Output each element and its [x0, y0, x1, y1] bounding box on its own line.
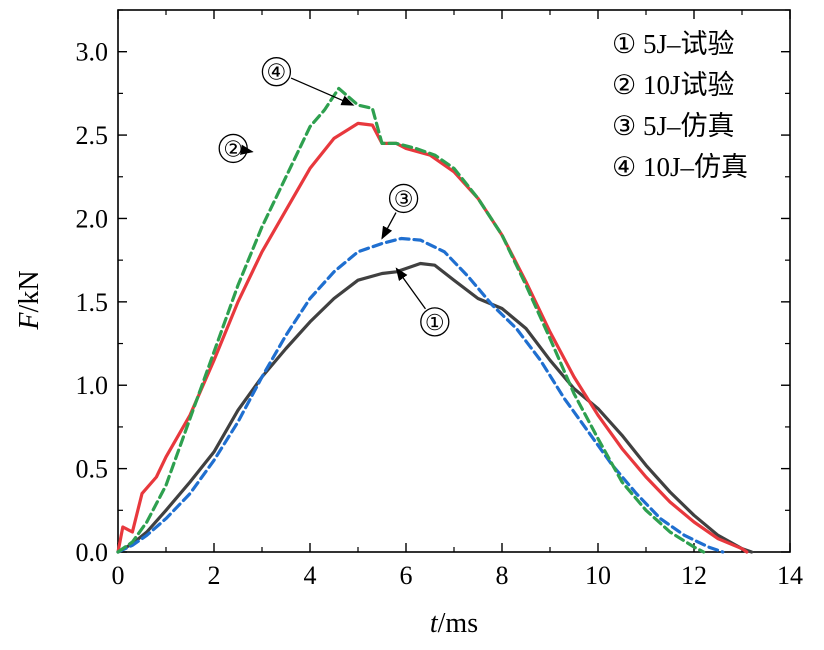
annotation-circle: [388, 183, 419, 214]
annotation-arrow: [381, 212, 397, 240]
annotations: ① ② ③ ④: [218, 57, 450, 337]
y-tick-label: 0.5: [76, 455, 109, 484]
y-tick-label: 2.5: [76, 121, 109, 150]
legend-entry-2: ② 10J试验: [612, 70, 734, 100]
series-line-1: [116, 261, 754, 554]
y-tick-labels: 0.0 0.5 1.0 1.5 2.0 2.5 3.0: [76, 38, 109, 567]
x-tick-label: 6: [400, 561, 413, 590]
y-axis-title: F/kN: [14, 270, 45, 330]
x-tick-label: 4: [304, 561, 317, 590]
y-tick-label: 3.0: [76, 38, 109, 67]
legend: ① 5J–试验 ② 10J试验 ③ 5J–仿真 ④ 10J–仿真: [612, 29, 748, 182]
legend-entry-3: ③ 5J–仿真: [612, 111, 734, 141]
legend-entry-1: ① 5J–试验: [612, 29, 734, 59]
y-axis-var: F: [14, 312, 45, 331]
x-tick-labels: 0 2 4 6 8 10 12 14: [112, 561, 804, 590]
y-tick-label: 2.0: [76, 204, 109, 233]
x-tick-label: 14: [777, 561, 803, 590]
axis-ticks: [117, 9, 791, 553]
annotation-label: ③: [394, 186, 414, 211]
series-line-2: [116, 121, 749, 554]
annotation-label: ②: [223, 136, 243, 161]
annotation-circle: [261, 57, 292, 87]
y-tick-label: 1.0: [76, 371, 109, 400]
x-tick-label: 8: [496, 561, 509, 590]
y-tick-label: 1.5: [76, 288, 109, 317]
legend-entry-4: ④ 10J–仿真: [612, 152, 748, 182]
x-axis-var: t: [430, 608, 439, 639]
x-axis-title: t/ms: [430, 608, 478, 639]
annotation-label: ④: [267, 60, 287, 85]
annotation-circle: [420, 307, 450, 337]
series-lines: [116, 86, 754, 554]
y-tick-label: 0.0: [76, 538, 109, 567]
annotation-arrow: [395, 267, 426, 310]
series-line-3: [116, 236, 725, 554]
x-tick-label: 0: [112, 561, 125, 590]
x-axis-unit: /ms: [438, 608, 478, 639]
x-tick-label: 10: [585, 561, 611, 590]
annotation-label: ①: [425, 310, 445, 335]
y-axis-unit: /kN: [14, 270, 45, 312]
annotation-arrow: [239, 144, 254, 155]
x-tick-label: 2: [208, 561, 221, 590]
annotation-arrow: [290, 77, 355, 106]
x-tick-label: 12: [681, 561, 707, 590]
series-line-4: [116, 86, 706, 554]
